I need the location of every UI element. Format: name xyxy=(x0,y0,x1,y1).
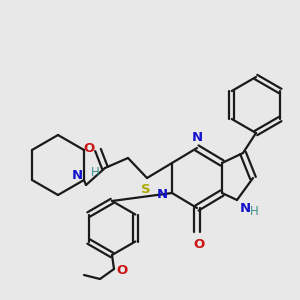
Text: N: N xyxy=(191,131,203,144)
Text: O: O xyxy=(84,142,95,155)
Text: N: N xyxy=(72,169,83,182)
Text: N: N xyxy=(157,188,168,200)
Text: H: H xyxy=(250,205,259,218)
Text: O: O xyxy=(194,238,205,251)
Text: N: N xyxy=(240,202,251,215)
Text: S: S xyxy=(141,183,151,196)
Text: O: O xyxy=(116,263,127,277)
Text: H: H xyxy=(91,166,100,179)
